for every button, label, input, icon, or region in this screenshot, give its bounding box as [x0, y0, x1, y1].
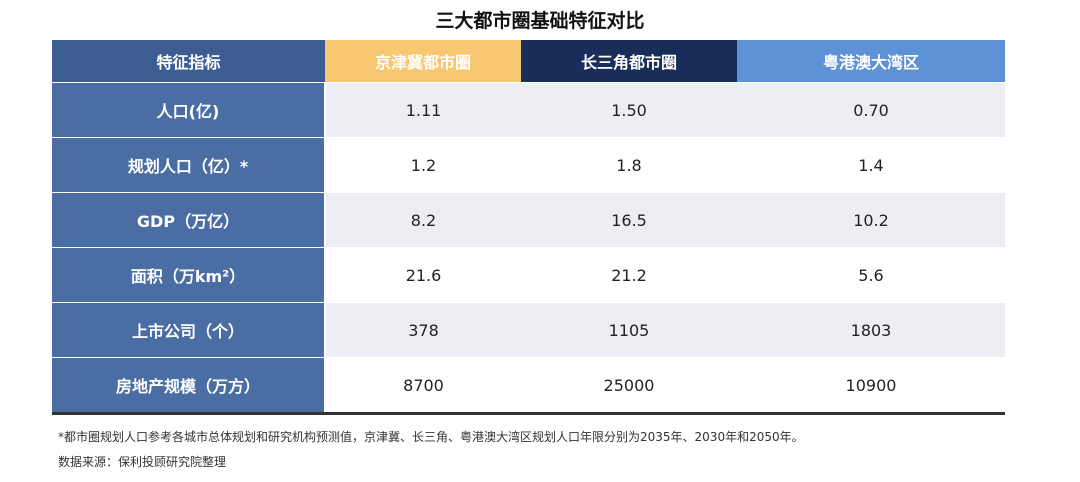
value-cell: 1.4 — [737, 137, 1005, 193]
header-cell: 特征指标 — [52, 40, 325, 83]
value-cell: 1105 — [521, 302, 737, 358]
table-row: 房地产规模（万方） 8700 25000 10900 — [52, 357, 1005, 414]
value-cell: 1803 — [737, 302, 1005, 358]
value-cell: 1.2 — [325, 137, 521, 193]
value-cell: 5.6 — [737, 247, 1005, 303]
row-label: GDP（万亿） — [52, 192, 326, 248]
table-row: 规划人口（亿）* 1.2 1.8 1.4 — [52, 137, 1005, 193]
header-cell: 粤港澳大湾区 — [737, 40, 1005, 83]
table: 特征指标 京津冀都市圈 长三角都市圈 粤港澳大湾区 人口(亿) 1.11 1.50 0.70 规… — [52, 40, 1005, 415]
row-label: 房地产规模（万方） — [52, 357, 326, 414]
table-row: 上市公司（个） 378 1105 1803 — [52, 302, 1005, 358]
row-label: 上市公司（个） — [52, 302, 326, 358]
value-cell: 16.5 — [521, 192, 737, 248]
header-row: 特征指标 京津冀都市圈 长三角都市圈 粤港澳大湾区 — [52, 40, 1005, 83]
value-cell: 1.8 — [521, 137, 737, 193]
value-cell: 1.50 — [521, 82, 737, 138]
table-row: GDP（万亿） 8.2 16.5 10.2 — [52, 192, 1005, 248]
footnote: *都市圈规划人口参考各城市总体规划和研究机构预测值，京津冀、长三角、粤港澳大湾区… — [58, 430, 804, 444]
row-label: 人口(亿) — [52, 82, 326, 138]
value-cell: 8.2 — [325, 192, 521, 248]
value-cell: 378 — [325, 302, 521, 358]
title: 三大都市圈基础特征对比 — [435, 10, 645, 32]
header-cell: 京津冀都市圈 — [325, 40, 521, 83]
table-row: 人口(亿) 1.11 1.50 0.70 — [52, 82, 1005, 138]
value-cell: 10900 — [737, 357, 1005, 414]
value-cell: 1.11 — [325, 82, 521, 138]
table-row: 面积（万km²） 21.6 21.2 5.6 — [52, 247, 1005, 303]
source-note: 数据来源：保利投顾研究院整理 — [58, 455, 227, 469]
value-cell: 21.6 — [325, 247, 521, 303]
value-cell: 8700 — [325, 357, 521, 414]
value-cell: 0.70 — [737, 82, 1005, 138]
value-cell: 21.2 — [521, 247, 737, 303]
header-cell: 长三角都市圈 — [521, 40, 737, 83]
row-label: 规划人口（亿）* — [52, 137, 326, 193]
row-label: 面积（万km²） — [52, 247, 326, 303]
value-cell: 25000 — [521, 357, 737, 414]
value-cell: 10.2 — [737, 192, 1005, 248]
